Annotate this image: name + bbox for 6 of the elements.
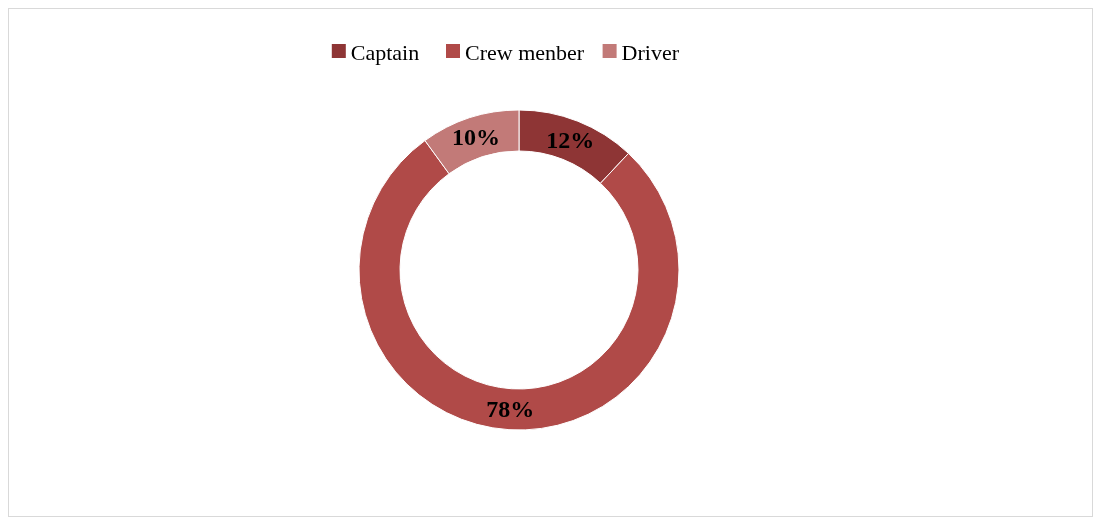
legend-label: Captain [350, 39, 420, 65]
legend-label: Crew menber [465, 39, 585, 65]
data-label: 12% [546, 127, 595, 154]
data-label: 10% [451, 124, 500, 151]
data-label: 78% [486, 396, 535, 423]
legend-label: Driver [621, 39, 680, 65]
